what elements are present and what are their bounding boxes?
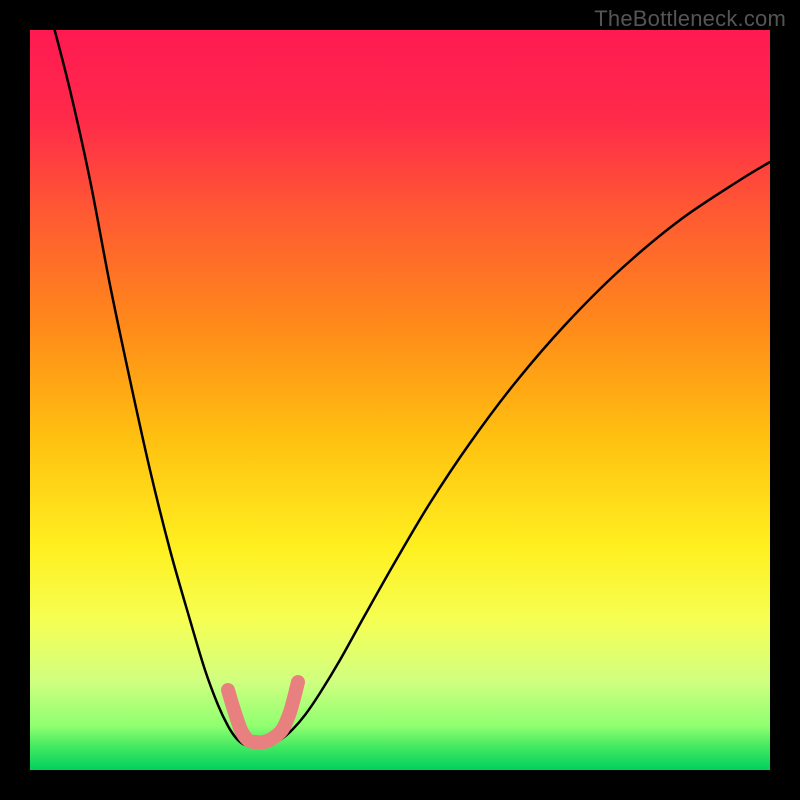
plot-area (30, 30, 770, 770)
curve-layer (30, 30, 770, 770)
bottleneck-curve (52, 30, 770, 746)
bottom-marker (228, 682, 298, 742)
watermark-text: TheBottleneck.com (594, 6, 786, 32)
